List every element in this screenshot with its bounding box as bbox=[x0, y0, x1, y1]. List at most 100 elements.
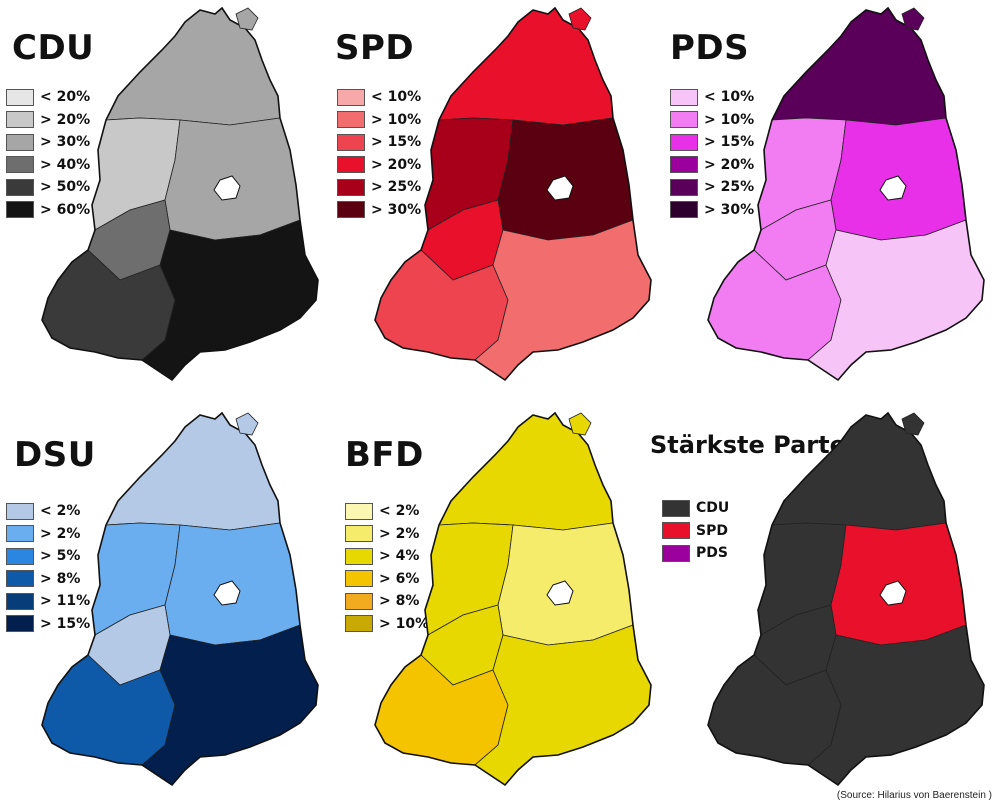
legend-item: > 15% bbox=[6, 613, 90, 636]
legend-swatch bbox=[6, 525, 34, 543]
legend-label: < 2% bbox=[379, 503, 420, 520]
legend: < 10% > 10% > 15% > 20% > 25% > 30% bbox=[670, 86, 754, 221]
berlin-area bbox=[879, 175, 907, 201]
panel-pds: PDS < 10% > 10% > 15% > 20% > 25% > 30% bbox=[666, 0, 999, 400]
map-east-germany-cdu bbox=[41, 6, 319, 382]
panel-spd: SPD < 10% > 10% > 15% > 20% > 25% > 30% bbox=[333, 0, 666, 400]
legend-label: > 25% bbox=[371, 179, 422, 196]
legend-swatch bbox=[337, 111, 365, 129]
legend-swatch bbox=[670, 88, 698, 106]
legend-item: > 30% bbox=[6, 131, 90, 154]
legend-swatch bbox=[670, 111, 698, 129]
legend-label: > 10% bbox=[371, 111, 422, 128]
legend-swatch bbox=[337, 178, 365, 196]
legend-swatch bbox=[6, 502, 34, 520]
map-title: SPD bbox=[335, 28, 415, 68]
legend-swatch bbox=[345, 525, 373, 543]
berlin-area bbox=[213, 175, 241, 201]
legend-swatch bbox=[345, 502, 373, 520]
legend-swatch bbox=[345, 592, 373, 610]
map-title: DSU bbox=[14, 435, 96, 475]
map-title: CDU bbox=[12, 28, 95, 68]
legend-item: > 10% bbox=[345, 613, 429, 636]
legend-swatch bbox=[662, 522, 690, 540]
legend-swatch bbox=[6, 201, 34, 219]
legend-item: > 2% bbox=[6, 523, 90, 546]
legend-label: > 25% bbox=[704, 179, 755, 196]
map-title: PDS bbox=[670, 28, 750, 68]
legend-swatch bbox=[6, 156, 34, 174]
legend-item: < 10% bbox=[670, 86, 754, 109]
map-outline bbox=[41, 411, 319, 787]
legend-label: < 10% bbox=[371, 89, 422, 106]
legend-item: > 11% bbox=[6, 590, 90, 613]
legend-swatch bbox=[662, 544, 690, 562]
legend-swatch bbox=[345, 547, 373, 565]
legend-item: > 8% bbox=[345, 590, 429, 613]
legend-item: > 10% bbox=[670, 109, 754, 132]
legend-swatch bbox=[6, 592, 34, 610]
panel-cdu: CDU < 20% > 20% > 30% > 40% > 50% > 60% bbox=[0, 0, 333, 400]
legend-label: > 15% bbox=[40, 615, 91, 632]
legend-item: > 8% bbox=[6, 568, 90, 591]
legend: < 2% > 2% > 5% > 8% > 11% > 15% bbox=[6, 500, 90, 635]
legend: < 10% > 10% > 15% > 20% > 25% > 30% bbox=[337, 86, 421, 221]
map-title: BFD bbox=[345, 435, 424, 475]
panel-bfd: BFD < 2% > 2% > 4% > 6% > 8% > 10% bbox=[333, 405, 666, 805]
legend-item: < 20% bbox=[6, 86, 90, 109]
legend-swatch bbox=[6, 547, 34, 565]
map-outline bbox=[707, 6, 985, 382]
source-credit: (Source: Hilarius von Baerenstein ) bbox=[836, 790, 992, 801]
legend-swatch bbox=[670, 178, 698, 196]
legend: < 20% > 20% > 30% > 40% > 50% > 60% bbox=[6, 86, 90, 221]
legend-swatch bbox=[345, 615, 373, 633]
legend-label: > 11% bbox=[40, 593, 91, 610]
legend-swatch bbox=[6, 88, 34, 106]
map-east-germany-strongest-party bbox=[707, 411, 985, 787]
legend-item: < 2% bbox=[345, 500, 429, 523]
legend-label: SPD bbox=[696, 522, 728, 539]
panel-strongest: Stärkste Partei CDU SPD PDS bbox=[650, 405, 999, 805]
legend-item: > 20% bbox=[6, 109, 90, 132]
map-east-germany-bfd bbox=[374, 411, 652, 787]
legend-label: > 8% bbox=[379, 593, 420, 610]
legend-item: CDU bbox=[662, 497, 729, 520]
legend-item: SPD bbox=[662, 520, 729, 543]
legend-item: > 15% bbox=[337, 131, 421, 154]
map-east-germany-pds bbox=[707, 6, 985, 382]
legend-swatch bbox=[6, 133, 34, 151]
legend-swatch bbox=[6, 615, 34, 633]
legend-label: > 6% bbox=[379, 570, 420, 587]
island-ruegen bbox=[235, 412, 259, 436]
legend-item: > 30% bbox=[670, 199, 754, 222]
map-outline bbox=[707, 411, 985, 787]
legend-swatch bbox=[670, 201, 698, 219]
island-ruegen bbox=[568, 412, 592, 436]
map-east-germany-dsu bbox=[41, 411, 319, 787]
legend-item: < 10% bbox=[337, 86, 421, 109]
legend-item: > 5% bbox=[6, 545, 90, 568]
legend-label: > 5% bbox=[40, 548, 81, 565]
legend-swatch bbox=[6, 570, 34, 588]
legend-label: < 2% bbox=[40, 503, 81, 520]
legend-item: PDS bbox=[662, 542, 729, 565]
island-ruegen bbox=[568, 7, 592, 31]
legend-item: > 15% bbox=[670, 131, 754, 154]
berlin-area bbox=[879, 580, 907, 606]
legend-label: > 30% bbox=[40, 134, 91, 151]
legend-label: > 30% bbox=[704, 201, 755, 218]
berlin-area bbox=[546, 175, 574, 201]
legend-item: > 4% bbox=[345, 545, 429, 568]
legend-label: > 10% bbox=[704, 111, 755, 128]
legend-swatch bbox=[337, 133, 365, 151]
legend-item: > 2% bbox=[345, 523, 429, 546]
legend-item: > 6% bbox=[345, 568, 429, 591]
legend-item: > 10% bbox=[337, 109, 421, 132]
legend-label: < 20% bbox=[40, 89, 91, 106]
legend-label: CDU bbox=[696, 500, 730, 517]
panel-dsu: DSU < 2% > 2% > 5% > 8% > 11% > 15% bbox=[0, 405, 333, 805]
legend-label: < 10% bbox=[704, 89, 755, 106]
legend-item: > 25% bbox=[337, 176, 421, 199]
legend-label: PDS bbox=[696, 545, 728, 562]
legend-label: > 2% bbox=[379, 525, 420, 542]
